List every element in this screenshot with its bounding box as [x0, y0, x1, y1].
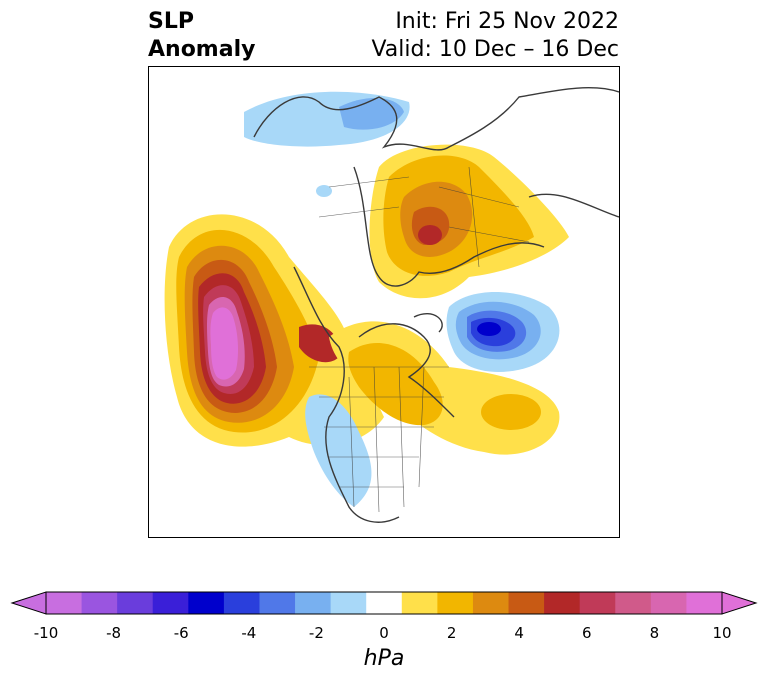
init-date: Init: Fri 25 Nov 2022	[395, 9, 619, 34]
colorbar-tick-label: -6	[173, 624, 189, 642]
pacific-high	[164, 214, 384, 447]
colorbar-tick-label: 4	[514, 624, 524, 642]
colorbar-cell	[81, 592, 118, 614]
colorbar-cell	[650, 592, 687, 614]
colorbar-tick-label: -8	[106, 624, 122, 642]
atlantic-low	[446, 292, 560, 372]
us-low	[305, 185, 372, 507]
colorbar-cell	[152, 592, 189, 614]
map-svg	[164, 87, 619, 523]
colorbar-cell	[330, 592, 367, 614]
colorbar-cell	[615, 592, 652, 614]
colorbar-cell	[508, 592, 545, 614]
borders	[309, 166, 530, 513]
colorbar-cell	[188, 592, 225, 614]
coastlines	[253, 87, 619, 523]
atlantic-high	[329, 321, 560, 455]
colorbar-outline	[45, 591, 723, 615]
siberia-high	[369, 144, 569, 299]
title-line-2: Anomaly	[148, 37, 256, 62]
colorbar-cell	[686, 592, 723, 614]
colorbar-tick-label: 8	[649, 624, 660, 642]
colorbar-tick-label: 6	[582, 624, 592, 642]
colorbar-cell	[579, 592, 616, 614]
colorbar-cell	[46, 592, 83, 614]
colorbar-tick-label: -10	[33, 624, 59, 642]
colorbar-cell	[259, 592, 296, 614]
colorbar-cell	[223, 592, 260, 614]
colorbar-cell	[401, 592, 438, 614]
colorbar-tick-label: 0	[379, 624, 389, 642]
colorbar-cell	[544, 592, 581, 614]
valid-range: Valid: 10 Dec – 16 Dec	[371, 37, 619, 62]
map-title: SLP Anomaly	[148, 8, 255, 64]
colorbar-tick-label: -2	[308, 624, 324, 642]
colorbar-tick-label: 2	[446, 624, 457, 642]
colorbar-tick-label: 10	[712, 624, 732, 642]
colorbar-cell	[472, 592, 510, 614]
colorbar-cell	[117, 592, 154, 614]
colorbar-cell	[295, 592, 332, 614]
colorbar-cell	[366, 592, 403, 614]
colorbar	[10, 591, 758, 615]
colorbar-unit: hPa	[363, 646, 405, 671]
valid-period: Init: Fri 25 Nov 2022 Valid: 10 Dec – 16…	[371, 8, 619, 64]
colorbar-max-extension	[721, 591, 758, 615]
colorbar-cell	[437, 592, 474, 614]
anomaly-map	[148, 66, 620, 538]
europe-low	[244, 91, 410, 147]
colorbar-tick-label: -4	[241, 624, 257, 642]
colorbar-min-extension	[10, 591, 47, 615]
title-line-1: SLP	[148, 9, 194, 34]
